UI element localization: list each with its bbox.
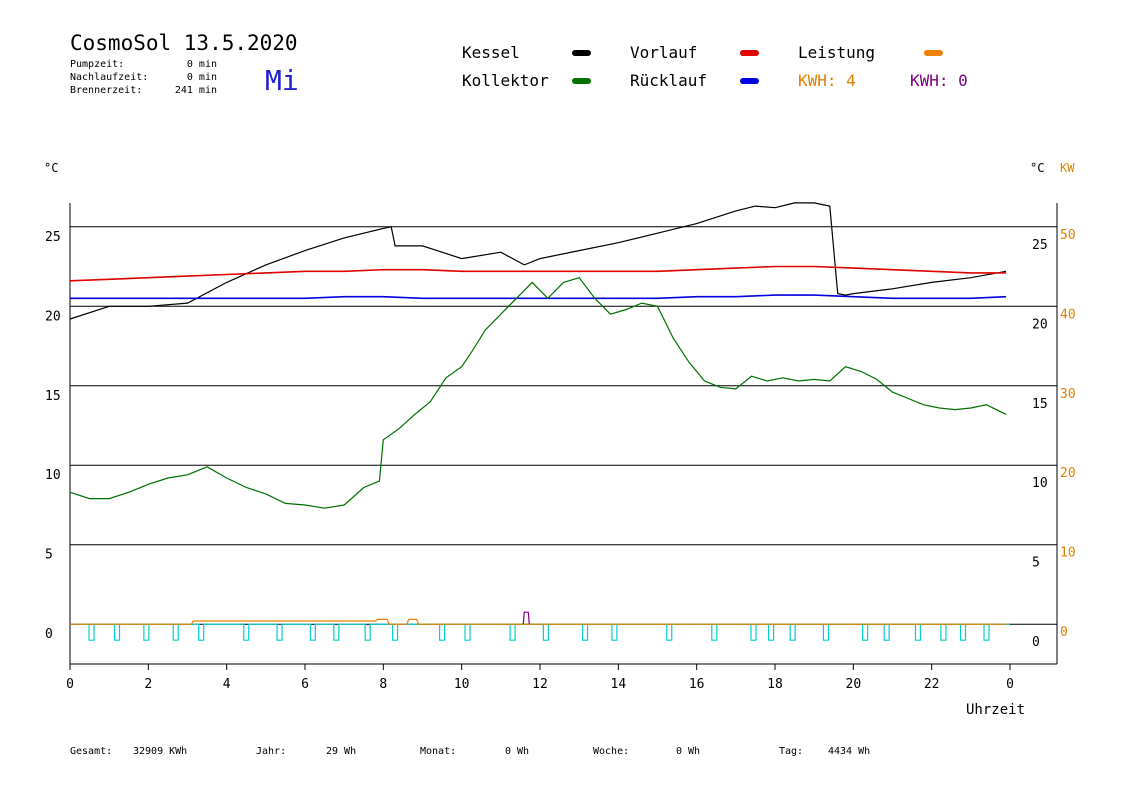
y-left-tick-label: 25 (45, 230, 61, 245)
legend-label-vorlauf: Vorlauf (630, 43, 697, 62)
footer-label: Monat: (420, 746, 456, 757)
x-tick-label: 14 (611, 677, 627, 692)
y-right-c-tick-label: 0 (1032, 635, 1040, 650)
series-vorlauf (69, 265, 1007, 282)
y-left-tick-label: 10 (45, 468, 61, 483)
x-tick-label: 4 (223, 677, 231, 692)
legend-label-ruecklauf: Rücklauf (630, 71, 707, 90)
footer-label: Tag: (779, 746, 803, 757)
legend-label-kollektor: Kollektor (462, 71, 549, 90)
x-tick-label: 16 (689, 677, 705, 692)
series-kollektor (69, 277, 1007, 509)
x-tick-label: 18 (767, 677, 783, 692)
footer-label: Woche: (593, 746, 629, 757)
footer-value: 4434 Wh (828, 746, 870, 757)
stat-label: Pumpzeit: (70, 59, 124, 70)
header-stats: Pumpzeit: 0 min Nachlaufzeit: 0 min Bren… (70, 59, 217, 96)
x-tick-label: 6 (301, 677, 309, 692)
stat-label: Nachlaufzeit: (70, 72, 148, 83)
x-tick-label: 0 (1006, 677, 1014, 692)
footer-label: Jahr: (256, 746, 286, 757)
right-unit-kw-label: KW (1060, 161, 1075, 175)
x-tick-label: 12 (532, 677, 548, 692)
y-right-kw-tick-label: 40 (1060, 307, 1076, 322)
right-unit-c-label: °C (1030, 161, 1044, 175)
left-unit-label: °C (44, 161, 58, 175)
series (69, 202, 1010, 641)
footer-value: 29 Wh (326, 746, 356, 757)
x-tick-label: 8 (379, 677, 387, 692)
kwh-purple: KWH: 0 (910, 71, 968, 90)
stat-label: Brennerzeit: (70, 85, 142, 96)
chart-title: CosmoSol 13.5.2020 (70, 31, 298, 55)
stat-value: 0 min (187, 59, 217, 70)
x-tick-label: 20 (846, 677, 862, 692)
series-ruecklauf (70, 294, 1007, 300)
stat-value: 241 min (175, 85, 217, 96)
y-left-tick-label: 20 (45, 309, 61, 324)
weekday-label: Mi (265, 64, 299, 97)
series-pump (70, 623, 1010, 641)
y-right-c-tick-label: 25 (1032, 238, 1048, 253)
series-leistung (70, 618, 1007, 625)
footer-label: Gesamt: (70, 746, 112, 757)
tick-labels: 0 2 4 6 8 10 12 14 16 18 20 22 0 0 5 10 15 20 25 0 5 10 15 20 25… (45, 228, 1076, 692)
legend: Kessel Vorlauf Leistung Kollektor Rückla… (462, 43, 968, 90)
x-axis-label: Uhrzeit (966, 702, 1025, 718)
x-tick-label: 2 (144, 677, 152, 692)
legend-label-leistung: Leistung (798, 43, 875, 62)
y-left-tick-label: 0 (45, 627, 53, 642)
y-left-tick-label: 5 (45, 548, 53, 563)
stat-value: 0 min (187, 72, 217, 83)
series-purple-blip (522, 611, 530, 625)
y-right-c-tick-label: 20 (1032, 317, 1048, 332)
y-right-c-tick-label: 10 (1032, 476, 1048, 491)
x-tick-label: 0 (66, 677, 74, 692)
x-tick-label: 22 (924, 677, 940, 692)
axes (69, 203, 1058, 670)
footer-value: 0 Wh (676, 746, 700, 757)
legend-label-kessel: Kessel (462, 43, 520, 62)
y-right-c-tick-label: 5 (1032, 556, 1040, 571)
x-tick-label: 10 (454, 677, 470, 692)
y-right-kw-tick-label: 50 (1060, 228, 1076, 243)
y-right-kw-tick-label: 10 (1060, 546, 1076, 561)
y-right-kw-tick-label: 0 (1060, 625, 1068, 640)
footer-stats: Gesamt: 32909 KWh Jahr: 29 Wh Monat: 0 W… (70, 746, 870, 757)
y-right-kw-tick-label: 20 (1060, 466, 1076, 481)
y-right-kw-tick-label: 30 (1060, 387, 1076, 402)
y-left-tick-label: 15 (45, 389, 61, 404)
footer-value: 32909 KWh (133, 746, 187, 757)
y-right-c-tick-label: 15 (1032, 397, 1048, 412)
kwh-orange: KWH: 4 (798, 71, 856, 90)
series-kessel (69, 202, 1007, 320)
footer-value: 0 Wh (505, 746, 529, 757)
